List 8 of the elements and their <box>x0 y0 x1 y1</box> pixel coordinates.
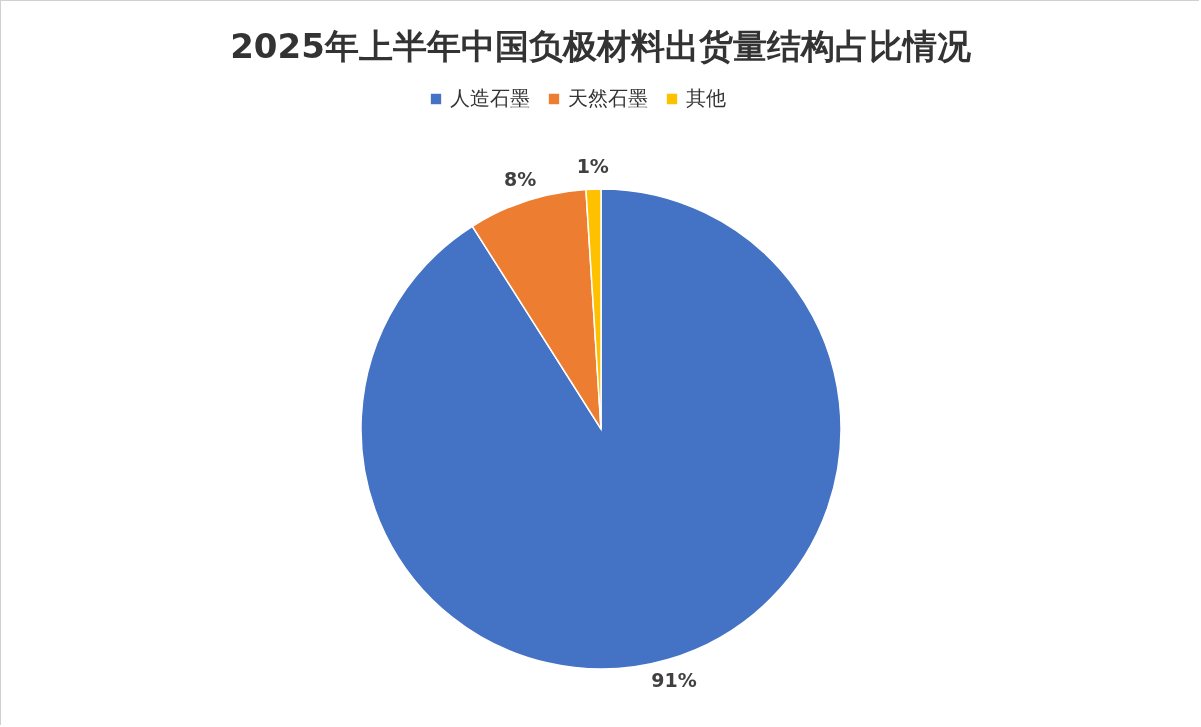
data-label: 91% <box>651 668 697 691</box>
chart-title: 2025年上半年中国负极材料出货量结构占比情况 <box>230 26 972 66</box>
data-label: 8% <box>503 167 537 190</box>
pie-slice <box>360 188 842 670</box>
legend-label: 其他 <box>686 86 726 110</box>
legend-label: 天然石墨 <box>568 86 648 110</box>
legend-label: 人造石墨 <box>450 86 530 110</box>
data-label: 1% <box>576 155 609 178</box>
